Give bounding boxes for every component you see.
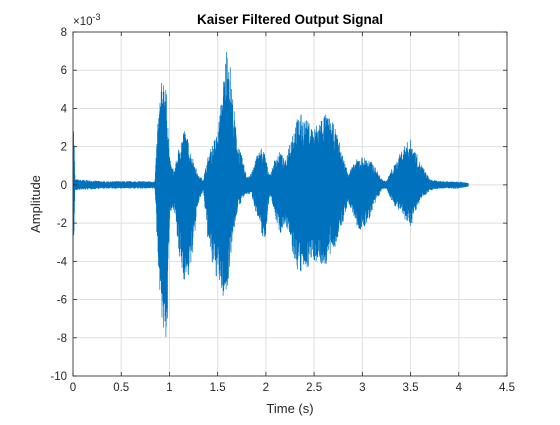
y-exponent-label: ×10-3 <box>73 12 101 28</box>
x-tick-label: 3 <box>359 382 365 394</box>
x-axis-label: Time (s) <box>266 401 313 416</box>
y-tick-label: -8 <box>57 333 67 345</box>
y-tick-label: -4 <box>57 256 68 268</box>
x-tick-label: 0 <box>70 382 76 394</box>
x-tick-label: 1.5 <box>210 382 226 394</box>
y-tick-label: 4 <box>61 103 68 115</box>
y-tick-label: -2 <box>57 218 67 230</box>
y-tick-label: -6 <box>57 295 67 307</box>
y-exponent-base: ×10 <box>73 16 93 28</box>
chart-title: Kaiser Filtered Output Signal <box>197 12 383 27</box>
x-tick-label: 4.5 <box>499 382 515 394</box>
y-exponent-power: -3 <box>93 12 101 22</box>
y-tick-label: 2 <box>61 142 67 154</box>
plot-frame <box>72 31 508 377</box>
y-tick-label: 6 <box>61 65 67 77</box>
x-tick-label: 1 <box>166 382 172 394</box>
x-tick-label: 4 <box>456 382 463 394</box>
y-tick-label: 0 <box>61 180 67 192</box>
y-tick-label: -10 <box>50 371 67 383</box>
x-tick-label: 0.5 <box>113 382 129 394</box>
y-tick-label: 8 <box>61 27 67 39</box>
x-tick-label: 3.5 <box>403 382 419 394</box>
x-tick-label: 2 <box>263 382 269 394</box>
signal-line <box>72 51 469 337</box>
y-axis-label: Amplitude <box>28 175 43 233</box>
series-layer <box>72 51 469 337</box>
tick-layer: 0 0.5 1 1.5 2 2.5 3 3.5 4 4.5 -10 -8 -6 -4 -2 0 2 4 6 8 <box>50 27 515 394</box>
x-tick-label: 2.5 <box>306 382 322 394</box>
